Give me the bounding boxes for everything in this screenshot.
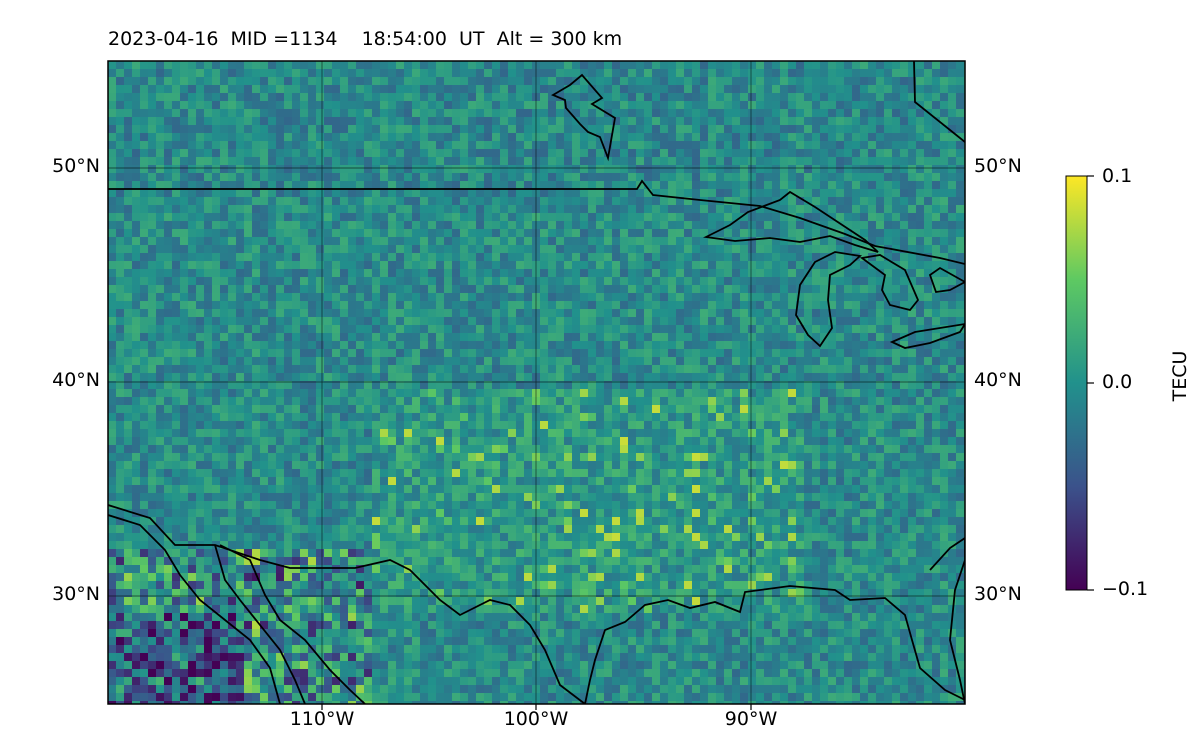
map-gridlines	[108, 61, 965, 704]
colorbar	[1065, 175, 1088, 591]
lat-label-30n-right: 30°N	[974, 583, 1022, 605]
lat-label-40n-left: 40°N	[52, 369, 100, 391]
colorbar-tick-zero: 0.0	[1102, 371, 1133, 393]
colorbar-ticks	[1087, 175, 1094, 591]
lat-label-40n-right: 40°N	[974, 369, 1022, 391]
plot-title: 2023-04-16 MID =1134 18:54:00 UT Alt = 3…	[108, 28, 623, 50]
lat-label-50n-right: 50°N	[974, 155, 1022, 177]
axis-ticks	[321, 704, 752, 710]
map-coastlines	[108, 61, 965, 704]
colorbar-label: TECU	[1169, 350, 1191, 402]
lon-label-90w: 90°W	[724, 708, 778, 730]
lon-label-100w: 100°W	[503, 708, 569, 730]
lon-label-110w: 110°W	[289, 708, 355, 730]
tec-heatmap	[108, 61, 965, 704]
lat-label-30n-left: 30°N	[52, 583, 100, 605]
colorbar-tick-max: 0.1	[1102, 165, 1133, 187]
lat-label-50n-left: 50°N	[52, 155, 100, 177]
colorbar-tick-min: −0.1	[1102, 578, 1149, 600]
